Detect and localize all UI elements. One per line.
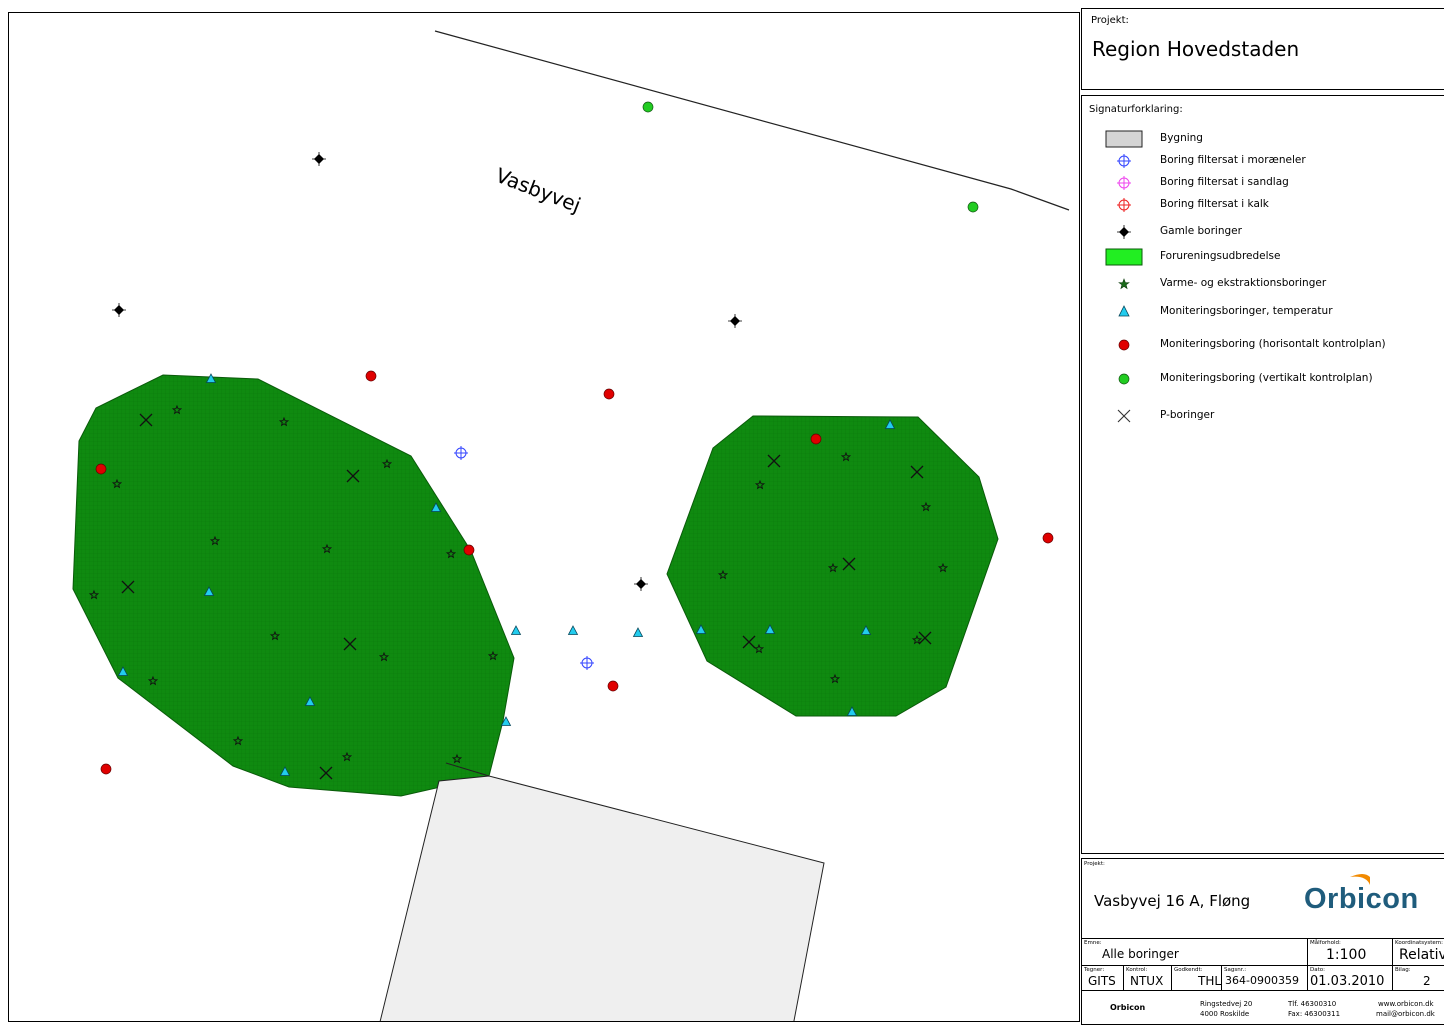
project-name: Region Hovedstaden [1092,37,1299,61]
tb-company: Orbicon [1110,1003,1145,1012]
project-box: Projekt: Region Hovedstaden [1081,8,1444,90]
legend-item-building: Bygning [1102,129,1442,149]
tb-sag-cell: Sagsnr.: 364-0900359 [1222,966,1308,991]
legend-item-limestone: Boring filtersat i kalk [1102,195,1442,215]
cyan-triangle-icon [1102,302,1148,322]
title-block: Projekt: Vasbyvej 16 A, Fløng Orbicon Em… [1081,858,1444,1025]
logo-text: Orbicon [1304,883,1419,916]
contamination-zone-west [73,375,514,796]
pink-crosshair-icon [1102,173,1148,193]
orbicon-logo: Orbicon [1304,871,1444,921]
tb-approved-cell: Godkendt: THL [1172,966,1222,991]
tb-coord-cell: Koordinatsystem: Relativ [1393,938,1444,966]
star-icon [1102,274,1148,294]
tb-web[interactable]: www.orbicon.dk [1378,1000,1434,1008]
tb-drawing-cell: Emne: Alle boringer [1082,938,1308,966]
tb-checked-cell: Kontrol: NTUX [1124,966,1172,991]
tb-project-label: Projekt: [1084,861,1105,867]
tb-coord: Relativ [1399,947,1444,963]
black-diamond-icon [1102,222,1148,242]
legend-item-heating: Varme- og ekstraktionsboringer [1102,274,1442,294]
map-drawing [9,13,1079,1021]
red-crosshair-icon [1102,195,1148,215]
tb-fax: Fax: 46300311 [1288,1010,1340,1018]
tb-project-name: Vasbyvej 16 A, Fløng [1094,892,1250,910]
legend-item-vertical: Moniteringsboring (vertikalt kontrolplan… [1102,369,1442,389]
legend-item-old-borings: Gamle boringer [1102,222,1442,242]
tb-address2: 4000 Roskilde [1200,1010,1249,1018]
x-icon [1102,406,1148,426]
legend-item-sand: Boring filtersat i sandlag [1102,173,1442,193]
tb-address1: Ringstedvej 20 [1200,1000,1252,1008]
tb-drawing-name: Alle boringer [1102,947,1179,961]
red-dot-icon [1102,335,1148,355]
blue-crosshair-icon [1102,151,1148,171]
project-label: Projekt: [1091,15,1129,26]
legend-item-contamination: Forureningsudbredelse [1102,247,1442,267]
tb-sheet-cell: Bilag: 2 [1393,966,1444,991]
green-dot-icon [1102,369,1148,389]
building [379,776,824,1021]
legend-item-horizontal: Moniteringsboring (horisontalt kontrolpl… [1102,335,1442,355]
vertical-control-borings [643,102,978,212]
tb-scale: 1:100 [1326,947,1366,963]
legend: Signaturforklaring: Bygning Boring filte… [1081,95,1444,854]
tb-scale-cell: Målforhold: 1:100 [1308,938,1393,966]
tb-mail[interactable]: mail@orbicon.dk [1376,1010,1435,1018]
legend-item-temperature: Moniteringsboringer, temperatur [1102,302,1442,322]
legend-item-moraine: Boring filtersat i moræneler [1102,151,1442,171]
legend-title: Signaturforklaring: [1089,104,1183,115]
tb-drawn-cell: Tegner: GITS [1082,966,1124,991]
green-area-swatch-icon [1102,247,1148,267]
legend-item-p-borings: P-boringer [1102,406,1442,426]
map-canvas[interactable]: Vasbyvej [8,12,1080,1022]
tb-date-cell: Dato: 01.03.2010 [1308,966,1393,991]
tb-tel: Tlf. 46300310 [1288,1000,1336,1008]
building-swatch-icon [1102,129,1148,149]
